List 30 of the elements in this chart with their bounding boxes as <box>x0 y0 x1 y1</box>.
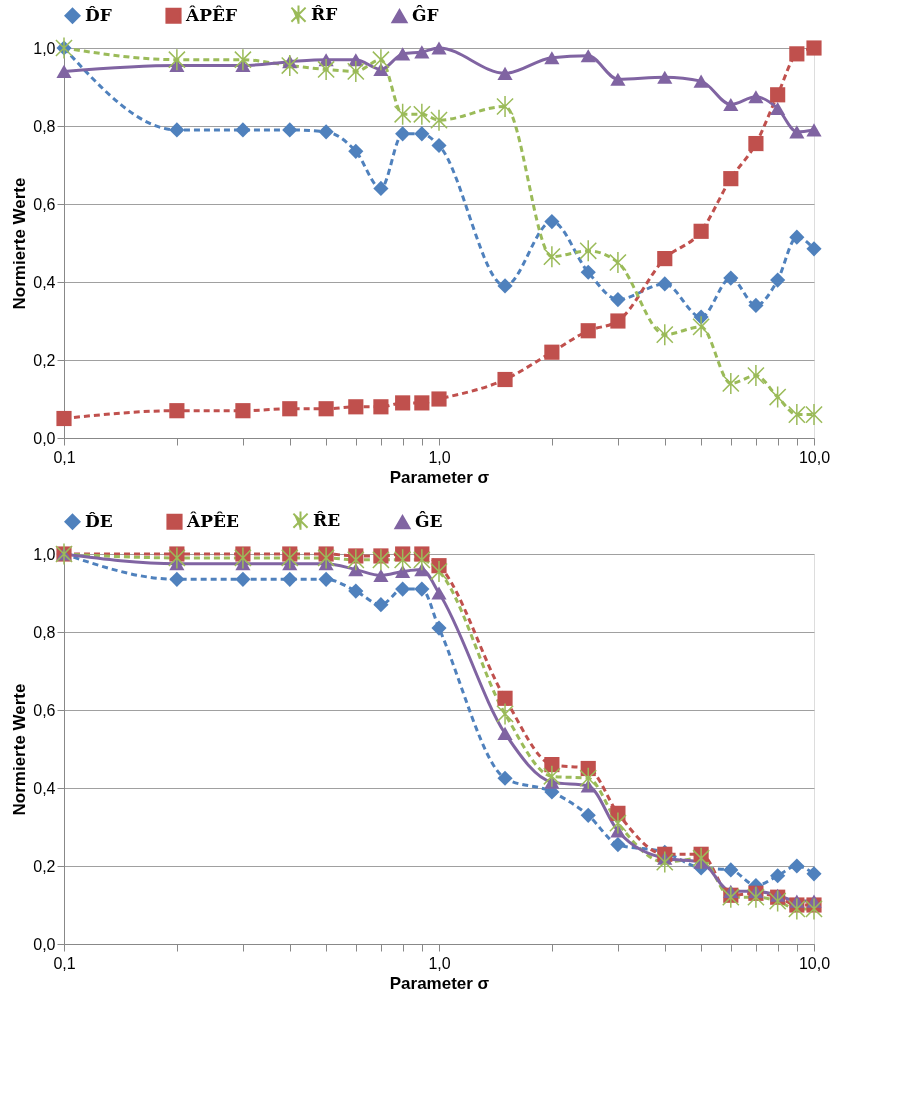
x-tick-label: 10,0 <box>798 448 831 466</box>
y-tick-label: 0,8 <box>33 117 56 135</box>
y-tick-label: 0,4 <box>33 273 56 291</box>
legend-label: ĜE <box>415 511 443 532</box>
y-tick-label: 0,2 <box>33 857 56 875</box>
legend-label: ÂPÊE <box>186 510 239 531</box>
x-tick-label: 0,1 <box>53 954 76 972</box>
y-tick-label: 0,2 <box>33 351 56 369</box>
x-tick-label: 0,1 <box>53 448 76 466</box>
y-tick-label: 0,0 <box>33 429 56 447</box>
legend-label: R̂E <box>313 509 341 530</box>
y-axis-title: Normierte Werte <box>10 177 30 310</box>
y-axis-title: Normierte Werte <box>10 683 30 816</box>
x-tick-label: 1,0 <box>428 954 451 972</box>
y-tick-label: 1,0 <box>33 545 56 563</box>
legend-label: D̂E <box>85 510 113 531</box>
y-tick-label: 0,6 <box>33 701 56 719</box>
legend-label: R̂F <box>311 3 338 24</box>
x-tick-label: 1,0 <box>428 448 451 466</box>
legend-label: ĜF <box>412 5 439 26</box>
y-tick-label: 0,6 <box>33 195 56 213</box>
legend-label: ÂPÊF <box>185 4 237 25</box>
x-tick-label: 10,0 <box>798 954 831 972</box>
legend-label: D̂F <box>85 4 112 25</box>
y-tick-label: 1,0 <box>33 39 56 57</box>
y-tick-label: 0,4 <box>33 779 56 797</box>
y-tick-label: 0,8 <box>33 623 56 641</box>
x-axis-title: Parameter σ <box>389 973 490 993</box>
x-axis-title: Parameter σ <box>389 467 490 487</box>
y-tick-label: 0,0 <box>33 935 56 953</box>
